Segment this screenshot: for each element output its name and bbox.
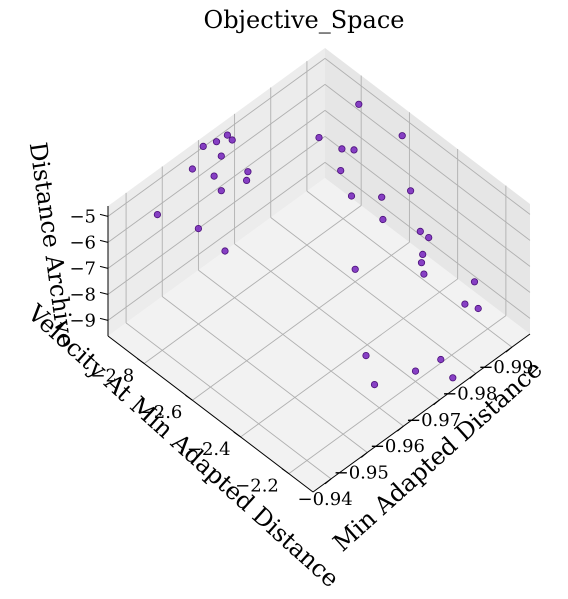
data-point bbox=[315, 134, 323, 142]
y-tick-mark bbox=[281, 468, 290, 475]
x-tick-mark bbox=[324, 478, 332, 485]
data-point bbox=[337, 167, 345, 175]
z-tick-label: −5 bbox=[69, 206, 96, 227]
x-axis-line bbox=[312, 333, 531, 493]
data-point bbox=[228, 136, 236, 144]
tick-labels: −0.99−0.98−0.97−0.96−0.95−0.94−2.8−2.6−2… bbox=[69, 206, 533, 509]
z-tick-label: −8 bbox=[69, 284, 96, 305]
data-point bbox=[199, 142, 207, 150]
z-tick-label: −9 bbox=[69, 310, 96, 331]
grid-line bbox=[107, 110, 326, 269]
y-tick-label: −2.6 bbox=[139, 402, 183, 423]
grid-line bbox=[107, 58, 326, 217]
back-right-pane bbox=[325, 48, 530, 334]
z-tick-mark bbox=[99, 239, 109, 243]
data-point bbox=[378, 193, 386, 201]
x-tick-mark bbox=[505, 346, 513, 353]
data-points bbox=[153, 100, 482, 389]
y-tick-label: −2.2 bbox=[235, 476, 279, 497]
grid-line bbox=[107, 84, 326, 243]
data-point bbox=[470, 278, 479, 286]
data-point bbox=[420, 270, 428, 278]
data-point bbox=[461, 300, 469, 308]
x-tick-mark bbox=[360, 452, 368, 458]
data-point bbox=[416, 227, 424, 235]
x-tick-mark bbox=[433, 399, 440, 406]
grid-line bbox=[288, 315, 507, 475]
data-point bbox=[370, 380, 379, 389]
grid-line bbox=[324, 110, 531, 267]
data-point bbox=[398, 132, 406, 140]
z-tick-label: −6 bbox=[69, 232, 96, 253]
data-point bbox=[350, 146, 358, 154]
data-point bbox=[474, 304, 482, 313]
grid-line bbox=[125, 322, 332, 480]
grid-line bbox=[324, 84, 531, 241]
grid-lines bbox=[107, 58, 531, 480]
grid-line bbox=[107, 136, 326, 295]
grid-line bbox=[161, 296, 368, 453]
grid-line bbox=[324, 136, 531, 293]
data-point bbox=[244, 168, 252, 176]
data-point bbox=[243, 176, 251, 184]
data-point bbox=[347, 192, 356, 200]
data-point bbox=[188, 165, 196, 173]
data-point bbox=[425, 234, 433, 242]
x-tick-label: −0.97 bbox=[406, 410, 461, 431]
grid-line bbox=[198, 269, 404, 427]
z-tick-mark bbox=[99, 265, 109, 269]
data-point bbox=[449, 374, 457, 382]
data-point bbox=[223, 131, 231, 139]
x-tick-label: −0.98 bbox=[442, 384, 497, 405]
y-tick-label: −2.8 bbox=[90, 366, 134, 387]
z-tick-mark bbox=[99, 291, 109, 295]
grid-line bbox=[270, 217, 477, 374]
data-point bbox=[338, 145, 346, 153]
data-point bbox=[221, 247, 229, 255]
data-point bbox=[210, 172, 218, 180]
z-tick-mark bbox=[99, 213, 109, 217]
data-point bbox=[212, 138, 221, 146]
grid-line bbox=[143, 205, 362, 364]
data-point bbox=[379, 215, 387, 224]
y-tick-label: −2.4 bbox=[187, 439, 231, 460]
grid-line bbox=[192, 241, 410, 401]
z-tick-label: −7 bbox=[69, 258, 96, 279]
data-point bbox=[217, 152, 225, 160]
grid-line bbox=[107, 162, 326, 321]
data-point bbox=[437, 355, 445, 364]
z-tick-mark bbox=[99, 317, 109, 321]
x-tick-label: −0.96 bbox=[370, 436, 425, 457]
y-tick-mark bbox=[233, 431, 241, 438]
data-point bbox=[153, 211, 161, 219]
data-point bbox=[194, 225, 202, 233]
grid-line bbox=[234, 243, 440, 401]
x-tick-label: −0.95 bbox=[334, 463, 389, 484]
data-point bbox=[362, 351, 370, 360]
grid-line bbox=[240, 278, 458, 438]
data-point bbox=[419, 250, 427, 258]
data-point bbox=[411, 367, 420, 375]
x-tick-label: −0.94 bbox=[298, 489, 353, 510]
x-tick-label: −0.99 bbox=[478, 357, 533, 378]
y-tick-mark bbox=[136, 358, 145, 364]
chart-title: Objective_Space bbox=[204, 6, 405, 34]
data-point bbox=[217, 187, 225, 195]
y-tick-mark bbox=[185, 394, 193, 401]
x-tick-mark bbox=[469, 373, 477, 379]
grid-line bbox=[306, 190, 513, 348]
data-point bbox=[351, 265, 359, 273]
data-point bbox=[406, 187, 415, 195]
data-point bbox=[355, 100, 363, 108]
grid-line bbox=[324, 58, 531, 215]
data-point bbox=[417, 259, 426, 267]
x-tick-mark bbox=[397, 425, 404, 432]
